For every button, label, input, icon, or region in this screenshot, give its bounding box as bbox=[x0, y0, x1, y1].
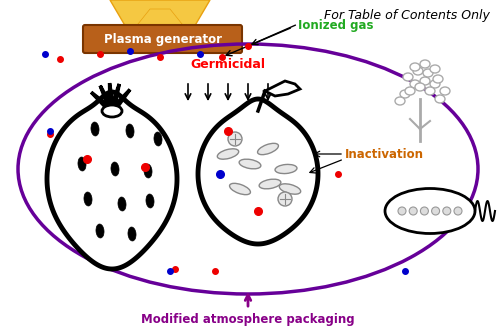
Ellipse shape bbox=[423, 69, 433, 77]
Polygon shape bbox=[91, 92, 110, 109]
Ellipse shape bbox=[435, 95, 445, 103]
Ellipse shape bbox=[405, 87, 415, 95]
Ellipse shape bbox=[111, 162, 119, 176]
Polygon shape bbox=[114, 89, 130, 109]
Ellipse shape bbox=[96, 224, 104, 238]
Ellipse shape bbox=[154, 132, 162, 146]
Text: Germicidal: Germicidal bbox=[190, 58, 266, 71]
Text: Ionized gas: Ionized gas bbox=[298, 19, 374, 32]
Ellipse shape bbox=[400, 90, 410, 98]
Polygon shape bbox=[110, 83, 114, 107]
Polygon shape bbox=[110, 0, 210, 34]
Polygon shape bbox=[130, 9, 190, 34]
Ellipse shape bbox=[146, 194, 154, 208]
Polygon shape bbox=[265, 81, 300, 96]
Ellipse shape bbox=[280, 184, 300, 194]
Ellipse shape bbox=[410, 80, 420, 88]
Ellipse shape bbox=[430, 65, 440, 73]
Ellipse shape bbox=[239, 159, 261, 169]
Text: Modified atmosphere packaging: Modified atmosphere packaging bbox=[141, 313, 355, 326]
Ellipse shape bbox=[420, 77, 430, 85]
Ellipse shape bbox=[409, 207, 417, 215]
Ellipse shape bbox=[430, 80, 440, 88]
Ellipse shape bbox=[144, 164, 152, 178]
Ellipse shape bbox=[385, 189, 475, 234]
Ellipse shape bbox=[420, 207, 428, 215]
Ellipse shape bbox=[91, 122, 99, 136]
Ellipse shape bbox=[258, 143, 278, 155]
Ellipse shape bbox=[275, 164, 297, 174]
Ellipse shape bbox=[126, 124, 134, 138]
Polygon shape bbox=[100, 86, 112, 108]
Ellipse shape bbox=[413, 67, 423, 75]
Ellipse shape bbox=[84, 192, 92, 206]
Polygon shape bbox=[198, 99, 318, 244]
Ellipse shape bbox=[102, 105, 122, 117]
Ellipse shape bbox=[259, 179, 281, 189]
Ellipse shape bbox=[454, 207, 462, 215]
Ellipse shape bbox=[398, 207, 406, 215]
Ellipse shape bbox=[415, 83, 425, 91]
Ellipse shape bbox=[433, 75, 443, 83]
Polygon shape bbox=[47, 92, 177, 269]
Ellipse shape bbox=[118, 197, 126, 211]
Ellipse shape bbox=[410, 63, 420, 71]
Ellipse shape bbox=[403, 73, 413, 81]
Text: Inactivation: Inactivation bbox=[345, 147, 424, 161]
Ellipse shape bbox=[230, 183, 250, 195]
Ellipse shape bbox=[128, 227, 136, 241]
Ellipse shape bbox=[420, 60, 430, 68]
Ellipse shape bbox=[440, 87, 450, 95]
Ellipse shape bbox=[425, 87, 435, 95]
Ellipse shape bbox=[218, 149, 238, 159]
Polygon shape bbox=[112, 84, 119, 107]
FancyBboxPatch shape bbox=[83, 25, 242, 53]
Ellipse shape bbox=[278, 192, 292, 206]
Ellipse shape bbox=[443, 207, 451, 215]
Ellipse shape bbox=[228, 132, 242, 146]
Ellipse shape bbox=[395, 97, 405, 105]
Text: For Table of Contents Only: For Table of Contents Only bbox=[324, 9, 490, 22]
Ellipse shape bbox=[78, 157, 86, 171]
Text: Plasma generator: Plasma generator bbox=[104, 33, 222, 45]
Ellipse shape bbox=[432, 207, 440, 215]
